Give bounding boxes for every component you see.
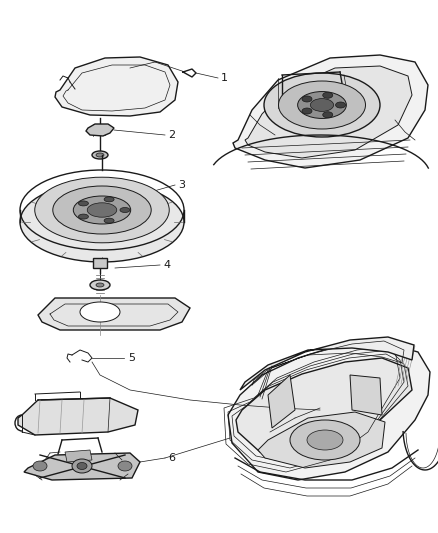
Ellipse shape [302, 96, 312, 102]
Ellipse shape [104, 218, 114, 223]
Ellipse shape [87, 203, 117, 217]
Polygon shape [18, 398, 138, 435]
Ellipse shape [96, 153, 104, 157]
Ellipse shape [78, 201, 88, 206]
Ellipse shape [264, 73, 380, 137]
Ellipse shape [20, 182, 184, 262]
Ellipse shape [120, 207, 130, 213]
Text: 1: 1 [221, 73, 228, 83]
Ellipse shape [323, 112, 333, 118]
Ellipse shape [298, 92, 346, 118]
Ellipse shape [78, 214, 88, 219]
Polygon shape [55, 57, 178, 116]
Ellipse shape [302, 108, 312, 114]
Polygon shape [245, 66, 412, 158]
Ellipse shape [336, 102, 346, 108]
Polygon shape [24, 453, 140, 480]
Ellipse shape [80, 302, 120, 322]
Polygon shape [65, 450, 92, 462]
Ellipse shape [96, 283, 104, 287]
Text: 6: 6 [168, 453, 175, 463]
Ellipse shape [279, 81, 365, 129]
Ellipse shape [33, 461, 47, 471]
Ellipse shape [311, 99, 334, 111]
Ellipse shape [307, 430, 343, 450]
Text: 2: 2 [168, 130, 175, 140]
Polygon shape [236, 358, 412, 460]
Text: 5: 5 [128, 353, 135, 363]
Polygon shape [233, 55, 428, 168]
Ellipse shape [290, 420, 360, 460]
Ellipse shape [73, 196, 131, 224]
Ellipse shape [323, 92, 333, 98]
Ellipse shape [53, 186, 151, 234]
Ellipse shape [72, 459, 92, 473]
Polygon shape [228, 343, 430, 480]
Text: 3: 3 [178, 180, 185, 190]
Ellipse shape [35, 177, 169, 243]
Polygon shape [350, 375, 382, 415]
Ellipse shape [77, 463, 87, 470]
Ellipse shape [104, 197, 114, 202]
Polygon shape [38, 298, 190, 330]
Polygon shape [268, 375, 295, 428]
Ellipse shape [90, 280, 110, 290]
Ellipse shape [92, 151, 108, 159]
Polygon shape [93, 258, 107, 268]
Text: 4: 4 [163, 260, 170, 270]
Polygon shape [240, 337, 414, 390]
Polygon shape [258, 412, 385, 468]
Polygon shape [86, 124, 114, 136]
Ellipse shape [118, 461, 132, 471]
